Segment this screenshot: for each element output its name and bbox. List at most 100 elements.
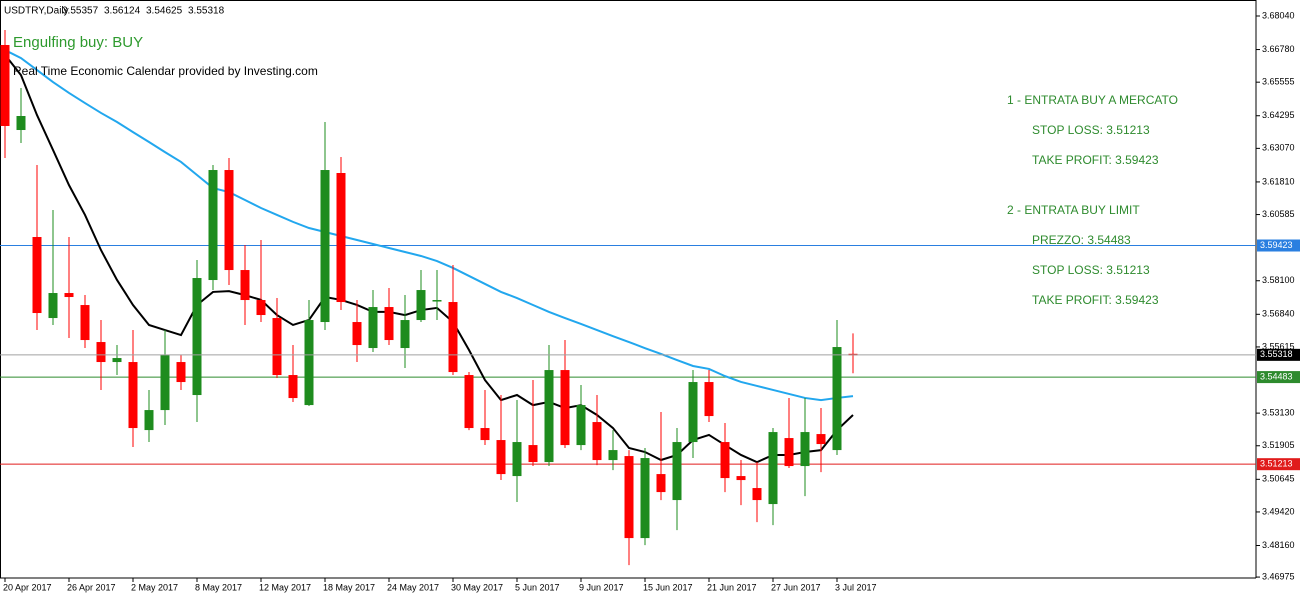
x-tick-label: 2 May 2017 [131,582,178,592]
symbol: USDTRY,Daily [4,6,69,17]
candle-body [224,170,234,271]
y-tick-label: 3.48160 [1262,540,1295,550]
candle-body [112,358,122,363]
moving-average [4,54,854,464]
x-tick-label: 21 Jun 2017 [707,582,757,592]
y-tick-label: 3.56840 [1262,309,1295,319]
candle-body [624,456,634,539]
y-tick-label: 3.49420 [1262,506,1295,516]
price-tag [1257,458,1300,471]
candle-body [640,458,650,539]
signal-text: TAKE PROFIT: 3.59423 [1032,153,1159,167]
signal-text: STOP LOSS: 3.51213 [1032,263,1150,277]
price-tag-label: 3.54483 [1260,371,1293,381]
x-tick-label: 15 Jun 2017 [643,582,693,592]
annotation: Engulfing buy: BUY [13,34,143,51]
candle-body [528,445,538,463]
candle-body [16,116,26,131]
y-tick-label: 3.50645 [1262,474,1295,484]
y-tick-label: 3.61810 [1262,176,1295,186]
candle-body [608,450,618,461]
candle-body [400,320,410,349]
y-tick-label: 3.51905 [1262,440,1295,450]
candle-body [96,342,106,363]
candle-body [80,305,90,341]
y-tick-label: 3.68040 [1262,10,1295,20]
x-tick-label: 27 Jun 2017 [771,582,821,592]
signal-text: 1 - ENTRATA BUY A MERCATO [1007,93,1178,107]
candle-body [336,173,346,303]
candle-body [32,237,42,314]
candle-body [688,382,698,443]
candle-body [672,442,682,501]
price-tag-label: 3.59423 [1260,240,1293,250]
candle-body [416,290,426,321]
x-tick-label: 26 Apr 2017 [67,582,116,592]
candle-body [0,44,10,126]
price-tag [1257,348,1300,361]
y-tick-label: 3.64295 [1262,110,1295,120]
candle-body [208,170,218,281]
x-tick-label: 3 Jul 2017 [835,582,877,592]
candle-body [272,318,282,376]
candle-body [464,375,474,429]
candle-body [592,422,602,461]
candle-body [368,307,378,349]
signal-text: STOP LOSS: 3.51213 [1032,123,1150,137]
price-tag-label: 3.55318 [1260,349,1293,359]
candle-body [752,488,762,501]
y-tick-label: 3.46975 [1262,571,1295,581]
candle-body [176,362,186,383]
candle-body [512,442,522,477]
y-tick-label: 3.63070 [1262,143,1295,153]
candle-body [544,370,554,463]
candle-body [240,270,250,301]
candle-body [64,293,74,298]
candle-body [144,410,154,431]
candle-body [800,432,810,467]
candle-body [768,432,778,505]
candle-body [256,300,266,316]
annotation: Real Time Economic Calendar provided by … [13,64,318,78]
candle-body [704,382,714,417]
x-tick-label: 18 May 2017 [323,582,375,592]
candle-body [832,347,842,451]
candle-body [128,362,138,429]
candle-body [192,278,202,396]
ohlc-value: 3.54625 [146,6,183,17]
candle-body [576,405,586,446]
candle-body [48,293,58,319]
candle-body [736,476,746,481]
candle-body [448,302,458,373]
x-tick-label: 30 May 2017 [451,582,503,592]
y-tick-label: 3.65555 [1262,77,1295,87]
candle-body [288,375,298,399]
candle-body [496,440,506,475]
candle-body [560,370,570,446]
ohlc-value: 3.56124 [104,6,141,17]
price-tag [1257,239,1300,252]
ohlc-value: 3.55357 [62,6,99,17]
signal-text: TAKE PROFIT: 3.59423 [1032,293,1159,307]
x-tick-label: 20 Apr 2017 [3,582,52,592]
candle-body [816,434,826,445]
y-tick-label: 3.53130 [1262,407,1295,417]
candle-body [384,307,394,341]
y-tick-label: 3.55615 [1262,341,1295,351]
candle-body [320,170,330,323]
x-tick-label: 5 Jun 2017 [515,582,560,592]
x-tick-label: 8 May 2017 [195,582,242,592]
price-tag [1257,371,1300,384]
moving-average [4,49,854,402]
price-tag-label: 3.51213 [1260,459,1293,469]
ohlc-value: 3.55318 [188,6,225,17]
y-tick-label: 3.60585 [1262,209,1295,219]
candle-body [656,474,666,493]
y-tick-label: 3.66780 [1262,44,1295,54]
candle-body [720,442,730,479]
y-tick-label: 3.58100 [1262,275,1295,285]
signal-text: PREZZO: 3.54483 [1032,233,1131,247]
